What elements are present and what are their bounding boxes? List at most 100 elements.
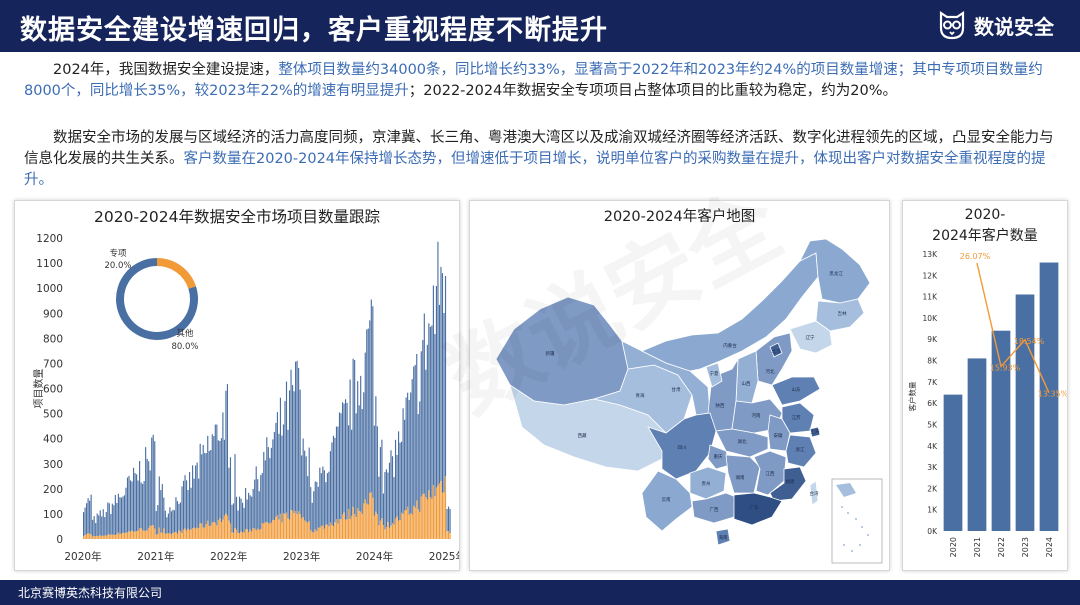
bar-other (384, 472, 386, 530)
panel-customer-map: 2020-2024年客户地图 (469, 200, 890, 571)
bar-other (251, 496, 253, 532)
bar-other (393, 477, 395, 525)
bar-special (255, 530, 257, 539)
bar-other (234, 454, 236, 529)
map-region-label: 内蒙古 (723, 342, 737, 349)
y-tick-label: 12K (923, 271, 939, 280)
bar-special (305, 521, 307, 539)
map-region-label: 浙江 (796, 446, 805, 453)
bar-special (225, 513, 227, 539)
map-region-label: 辽宁 (806, 334, 815, 341)
bar-special (96, 535, 98, 539)
bar-other (167, 513, 169, 534)
bar-special (83, 536, 85, 539)
bar-other (211, 434, 213, 523)
bar-special (202, 527, 204, 539)
map-region-label: 江苏 (792, 414, 801, 421)
map-region-label: 四川 (678, 445, 687, 451)
y-tick-label: 200 (43, 484, 63, 496)
bar-other (152, 434, 154, 526)
x-tick-label: 2023年 (283, 550, 320, 563)
bar-other (281, 435, 283, 523)
bar-special (187, 528, 189, 539)
bar-special (92, 536, 94, 539)
region-ningxia (705, 362, 723, 388)
header-bar: 数据安全建设增速回归，客户重视程度不断提升 数说安全 (0, 0, 1080, 52)
customer-bar (991, 330, 1011, 531)
bar-other (240, 498, 242, 532)
bar-other (252, 488, 254, 529)
bar-special (316, 531, 318, 539)
bar-special (351, 515, 353, 539)
bar-other (140, 482, 142, 529)
bar-other (131, 481, 133, 531)
bar-special (155, 534, 157, 539)
customer-chart-title-line1: 2020- (964, 207, 1006, 223)
bar-other (105, 511, 107, 536)
region-beijing (769, 342, 783, 358)
bar-other (410, 392, 412, 514)
bar-other (101, 516, 103, 536)
bar-special (404, 510, 406, 539)
brand-name: 数说安全 (974, 14, 1054, 39)
bar-special (352, 506, 354, 539)
y-tick-label: 0K (927, 527, 938, 536)
bar-other (366, 329, 368, 504)
bar-other (416, 353, 418, 501)
bar-other (413, 366, 415, 506)
bar-special (185, 530, 188, 539)
bar-special (128, 531, 130, 539)
bar-special (379, 520, 381, 539)
south-china-sea-inset (831, 478, 883, 564)
bar-special (113, 534, 115, 539)
bar-special (275, 517, 277, 539)
bar-special (98, 535, 100, 539)
y-tick-label: 300 (43, 459, 63, 471)
bar-other (293, 391, 295, 514)
bar-special (207, 520, 209, 539)
bar-special (302, 517, 304, 539)
bar-special (273, 520, 275, 539)
region-yunnan (641, 470, 693, 532)
map-region-label: 广东 (750, 504, 759, 511)
bar-special (132, 531, 135, 539)
bar-special (134, 531, 136, 539)
paragraph-segment: ；2022-2024年数据安全专项项目占整体项目的比重较为稳定，约为20%。 (408, 83, 898, 99)
bar-other (187, 489, 189, 529)
bar-special (137, 530, 139, 539)
bar-special (140, 528, 142, 539)
bar-special (304, 520, 306, 539)
bar-other (328, 471, 330, 527)
bar-special (319, 527, 321, 539)
bar-special (240, 531, 242, 539)
bar-other (208, 451, 210, 527)
bar-special (264, 522, 266, 539)
bar-special (267, 523, 269, 539)
y-axis-label: 客户数量 (907, 381, 917, 411)
brand-logo: 数说安全 (938, 10, 1054, 40)
bar-other (343, 403, 345, 513)
x-tick-label: 2021 (973, 537, 982, 557)
bar-other (146, 458, 148, 531)
bar-special (398, 520, 400, 539)
bar-other (98, 515, 100, 536)
bar-other (284, 401, 286, 515)
bar-special (151, 525, 153, 539)
bar-special (108, 534, 110, 539)
bar-special (422, 494, 424, 539)
bar-special (99, 535, 101, 539)
bar-other (237, 510, 239, 534)
bar-other (363, 392, 365, 504)
bar-other (388, 462, 391, 528)
bar-other (285, 381, 288, 513)
bar-special (314, 529, 316, 539)
bar-other (323, 470, 325, 529)
bar-special (296, 514, 298, 539)
bar-other (245, 488, 247, 530)
bar-special (104, 535, 106, 539)
bar-other (264, 460, 266, 523)
bar-special (344, 519, 347, 539)
bar-other (381, 439, 383, 519)
bar-special (213, 522, 215, 539)
